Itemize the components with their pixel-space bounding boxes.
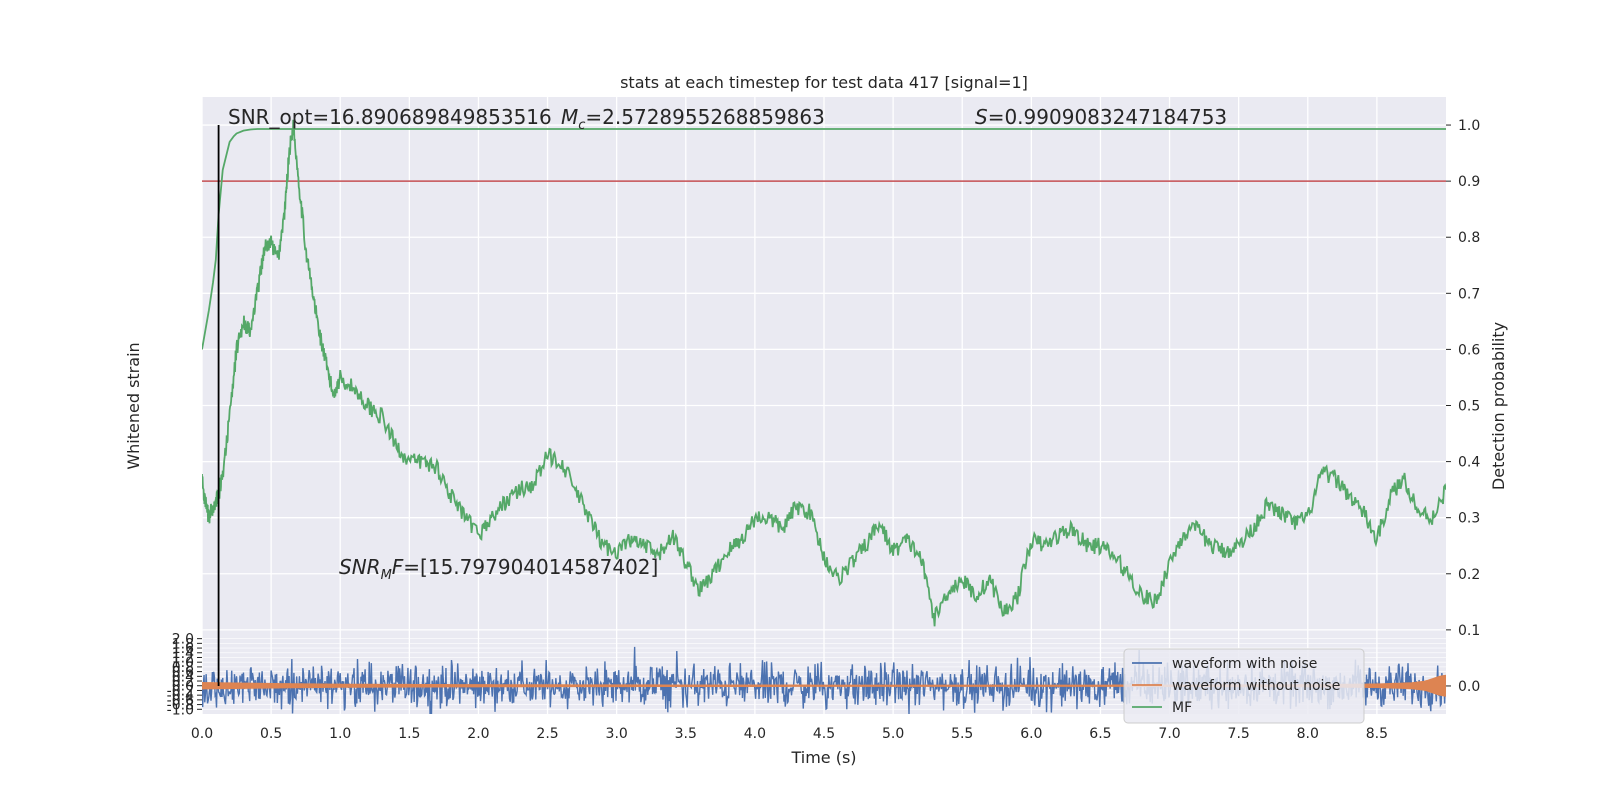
annotation-mc: Mc=2.5728955268859863 <box>561 105 825 133</box>
y-right-tick-label: 0.6 <box>1458 342 1480 358</box>
y-right-tick-label: 0.2 <box>1458 567 1480 583</box>
x-tick-label: 6.0 <box>1020 726 1042 742</box>
y-right-tick-label: 0.5 <box>1458 399 1480 415</box>
legend-label: waveform without noise <box>1172 678 1340 694</box>
y-left-tick-label: 0.2 <box>172 674 194 690</box>
y-left-tick-label: -1.0 <box>167 702 194 718</box>
y-left-tick-label: 1.2 <box>172 650 194 666</box>
y-left-tick-label: 0.0 <box>172 679 194 695</box>
x-tick-label: 4.0 <box>744 726 766 742</box>
legend: waveform with noise waveform without nois… <box>1123 648 1365 724</box>
y-left-tick-label: 0.4 <box>172 669 194 685</box>
x-tick-label: 5.5 <box>951 726 973 742</box>
y-axis-right: 0.0 0.1 0.2 0.3 0.4 0.5 0.6 0.7 0.8 0.9 1.0 <box>1446 118 1480 695</box>
y-right-tick-label: 0.9 <box>1458 174 1480 190</box>
annotation-s-value: =0.9909083247184753 <box>988 105 1227 129</box>
y-right-tick-label: 1.0 <box>1458 118 1480 134</box>
y-left-tick-label: 0.8 <box>172 660 194 676</box>
y-left-tick-label: -0.2 <box>167 683 194 699</box>
x-tick-label: 7.0 <box>1158 726 1180 742</box>
annotation-snr-mf-value: =[15.797904014587402] <box>403 555 658 579</box>
series-waveform-without-noise <box>202 674 1446 697</box>
x-tick-label: 4.5 <box>813 726 835 742</box>
y-left-tick-label: 0.6 <box>172 665 194 681</box>
annotation-s: S=0.9909083247184753 <box>975 105 1227 129</box>
x-tick-label: 0.0 <box>191 726 213 742</box>
y-left-tick-label: 1.0 <box>172 655 194 671</box>
y-right-tick-label: 0.7 <box>1458 286 1480 302</box>
y-left-tick-label: -0.4 <box>167 688 194 704</box>
x-tick-label: 2.5 <box>536 726 558 742</box>
y-left-tick-label: 2.0 <box>172 632 194 648</box>
y-left-tick-label: -0.8 <box>167 698 194 714</box>
y-right-tick-label: 0.4 <box>1458 455 1480 471</box>
chart-title: stats at each timestep for test data 417… <box>620 73 1028 92</box>
annotation-snr-mf: SNRMF=[15.797904014587402] <box>339 555 658 583</box>
x-axis-label: Time (s) <box>790 748 856 767</box>
y-left-tick-label: -0.6 <box>167 693 194 709</box>
y-axis-left: 2.01.81.61.41.21.00.80.60.40.20.0-0.2-0.… <box>167 632 202 718</box>
x-tick-label: 5.0 <box>882 726 904 742</box>
y-left-tick-label: 1.8 <box>172 636 194 652</box>
x-tick-label: 3.0 <box>606 726 628 742</box>
y-right-tick-label: 0.3 <box>1458 511 1480 527</box>
y-right-tick-label: 0.0 <box>1458 679 1480 695</box>
x-tick-label: 7.5 <box>1228 726 1250 742</box>
x-tick-label: 1.0 <box>329 726 351 742</box>
x-tick-label: 8.0 <box>1297 726 1319 742</box>
x-tick-label: 0.5 <box>260 726 282 742</box>
x-tick-label: 6.5 <box>1089 726 1111 742</box>
x-tick-label: 3.5 <box>675 726 697 742</box>
x-tick-label: 1.5 <box>398 726 420 742</box>
x-tick-label: 2.0 <box>467 726 489 742</box>
right-axis-label: Detection probability <box>1489 322 1508 490</box>
left-axis-label: Whitened strain <box>124 342 143 469</box>
legend-label: MF <box>1172 700 1192 716</box>
series-mf <box>202 119 1446 627</box>
x-tick-label: 8.5 <box>1366 726 1388 742</box>
legend-label: waveform with noise <box>1172 656 1317 672</box>
y-right-tick-label: 0.8 <box>1458 230 1480 246</box>
y-right-tick-label: 0.1 <box>1458 623 1480 639</box>
annotation-mc-value: =2.5728955268859863 <box>585 105 824 129</box>
legend-box <box>1123 648 1365 724</box>
y-left-tick-label: 1.4 <box>172 646 194 662</box>
annotation-snr-opt: SNR_opt=16.890689849853516 <box>228 105 552 129</box>
x-axis: 0.0 0.5 1.0 1.5 2.0 2.5 3.0 3.5 4.0 4.5 5.0 5.5 6.0 6… <box>191 726 1388 742</box>
y-left-tick-label: 1.6 <box>172 641 194 657</box>
